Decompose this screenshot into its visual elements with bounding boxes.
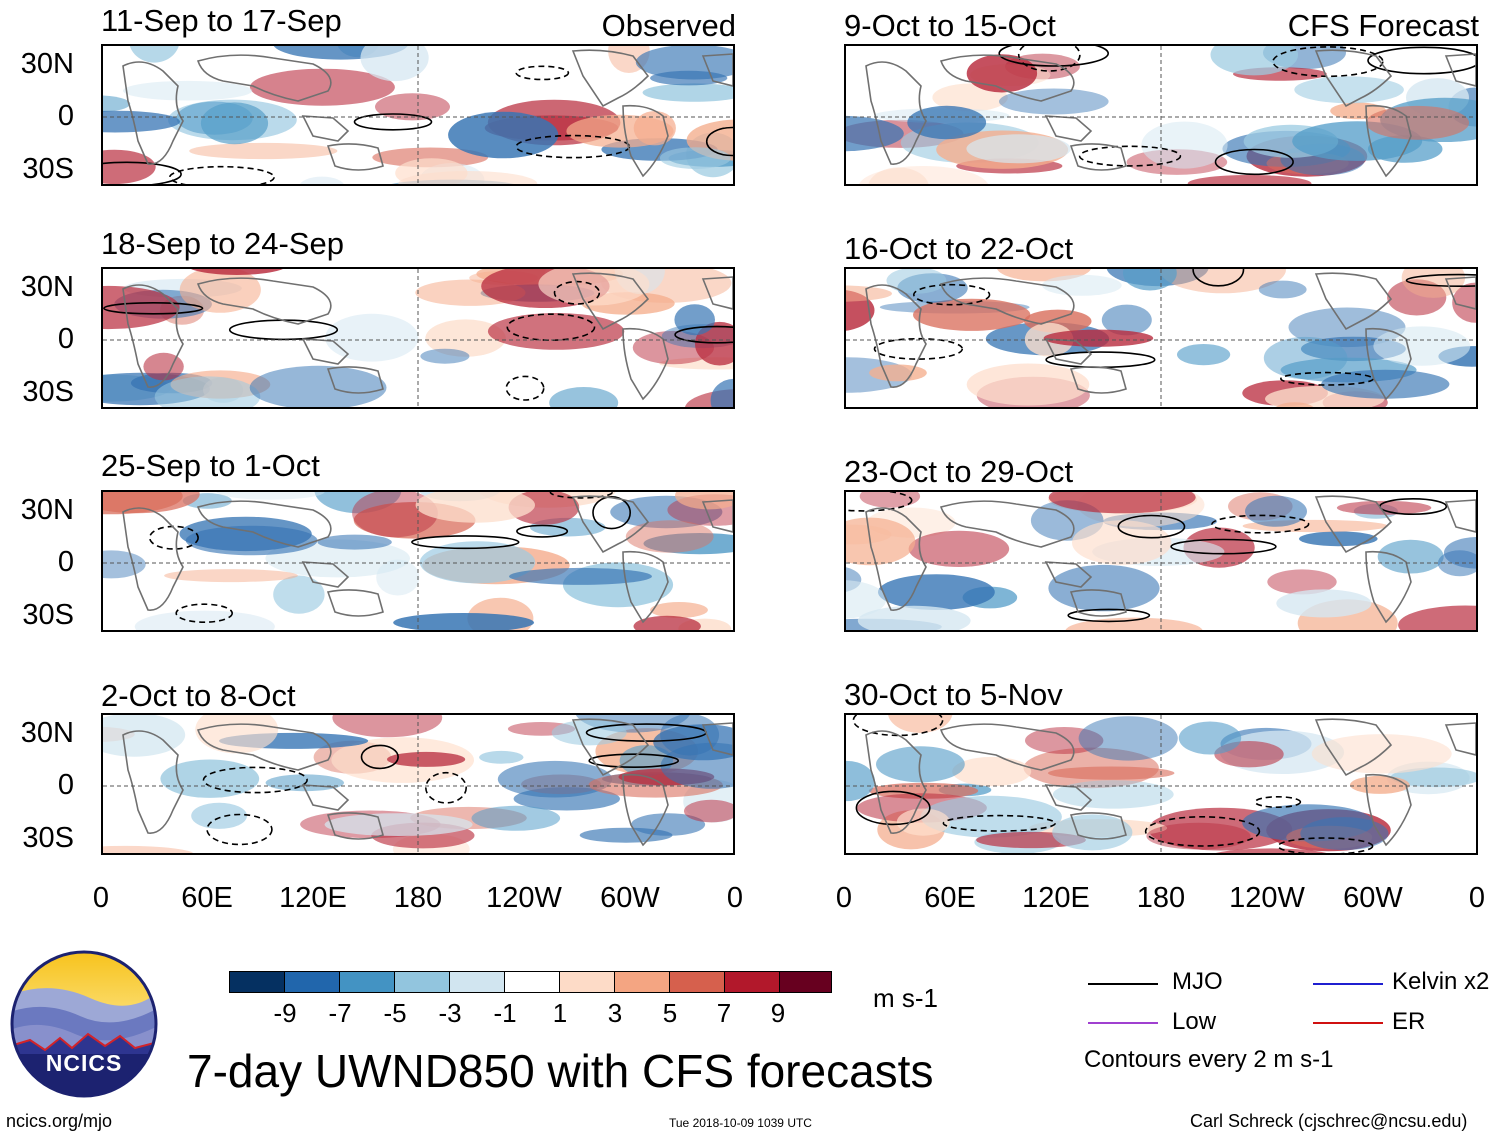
lat-label-eq: 0 — [57, 546, 74, 578]
lon-label: 120W — [1229, 882, 1305, 914]
lon-label: 180 — [393, 882, 443, 914]
forecast-panel-4-title: 30-Oct to 5-Nov — [844, 677, 1063, 712]
ncics-logo: NCICS — [10, 950, 158, 1098]
observed-map-1 — [101, 44, 735, 186]
main-title: 7-day UWND850 with CFS forecasts — [187, 1045, 934, 1097]
colorbar-bin — [339, 971, 395, 993]
colorbar-bin — [229, 971, 285, 993]
legend-er-label: ER — [1392, 1008, 1426, 1035]
lat-label-30s: 30S — [22, 822, 74, 854]
lon-label: 60W — [600, 882, 660, 914]
colorbar-label: -7 — [328, 998, 352, 1028]
lat-label-30n: 30N — [20, 48, 74, 80]
observed-map-3 — [101, 490, 735, 632]
contour-note: Contours every 2 m s-1 — [1084, 1046, 1334, 1073]
colorbar-bin — [559, 971, 615, 993]
colorbar — [229, 971, 832, 993]
colorbar-bin — [669, 971, 725, 993]
legend-mjo-line — [1088, 983, 1158, 985]
lon-label: 120E — [1022, 882, 1090, 914]
forecast-panel-1-title: 9-Oct to 15-Oct — [844, 8, 1056, 43]
observed-label: Observed — [601, 8, 736, 43]
legend-mjo-label: MJO — [1172, 968, 1223, 995]
colorbar-bin — [779, 971, 832, 993]
colorbar-bin — [394, 971, 450, 993]
lat-label-30n: 30N — [20, 494, 74, 526]
colorbar-label: -5 — [383, 998, 407, 1028]
colorbar-label: 9 — [770, 998, 786, 1028]
colorbar-label: -9 — [273, 998, 297, 1028]
lat-label-30s: 30S — [22, 153, 74, 185]
legend-low-label: Low — [1172, 1008, 1217, 1035]
forecast-panel-3-title: 23-Oct to 29-Oct — [844, 454, 1074, 489]
lon-label: 180 — [1136, 882, 1186, 914]
legend-er-line — [1313, 1022, 1383, 1024]
forecast-map-3 — [844, 490, 1478, 632]
colorbar-bin — [724, 971, 780, 993]
lat-label-30s: 30S — [22, 376, 74, 408]
forecast-label: CFS Forecast — [1287, 8, 1479, 43]
lat-label-eq: 0 — [57, 769, 74, 801]
colorbar-label: -1 — [493, 998, 517, 1028]
lon-label: 120W — [486, 882, 562, 914]
forecast-map-2 — [844, 267, 1478, 409]
lon-label: 120E — [279, 882, 347, 914]
forecast-panel-2-title: 16-Oct to 22-Oct — [844, 231, 1074, 266]
colorbar-units: m s-1 — [873, 983, 938, 1013]
colorbar-label: 7 — [716, 998, 732, 1028]
logo-text: NCICS — [45, 1050, 123, 1076]
lon-label: 60E — [181, 882, 233, 914]
lon-label: 0 — [1468, 882, 1486, 914]
footer-timestamp: Tue 2018-10-09 1039 UTC — [669, 1116, 812, 1130]
lat-label-eq: 0 — [57, 323, 74, 355]
colorbar-label: -3 — [438, 998, 462, 1028]
legend-kelvin-line — [1313, 983, 1383, 985]
observed-panel-4-title: 2-Oct to 8-Oct — [101, 678, 296, 713]
colorbar-bin — [614, 971, 670, 993]
observed-panel-2-title: 18-Sep to 24-Sep — [101, 226, 345, 261]
colorbar-bin — [504, 971, 560, 993]
lon-label: 0 — [92, 882, 110, 914]
lon-label: 60E — [924, 882, 976, 914]
footer-author: Carl Schreck (cjschrec@ncsu.edu) — [1190, 1111, 1468, 1131]
lat-label-eq: 0 — [57, 100, 74, 132]
observed-map-4 — [101, 713, 735, 855]
lon-label: 60W — [1343, 882, 1403, 914]
colorbar-bin — [284, 971, 340, 993]
forecast-map-4 — [844, 713, 1478, 855]
observed-map-2 — [101, 267, 735, 409]
observed-panel-1-title: 11-Sep to 17-Sep — [101, 3, 342, 38]
colorbar-label: 1 — [552, 998, 568, 1028]
lat-label-30s: 30S — [22, 599, 74, 631]
lon-label: 0 — [726, 882, 744, 914]
colorbar-label: 5 — [662, 998, 678, 1028]
observed-panel-3-title: 25-Sep to 1-Oct — [101, 448, 320, 483]
lat-label-30n: 30N — [20, 717, 74, 749]
legend-low-line — [1088, 1022, 1158, 1024]
legend-kelvin-label: Kelvin x2 — [1392, 968, 1490, 995]
colorbar-bin — [449, 971, 505, 993]
lat-label-30n: 30N — [20, 271, 74, 303]
footer-url[interactable]: ncics.org/mjo — [6, 1111, 113, 1131]
forecast-map-1 — [844, 44, 1478, 186]
colorbar-label: 3 — [607, 998, 623, 1028]
lon-label: 0 — [835, 882, 853, 914]
